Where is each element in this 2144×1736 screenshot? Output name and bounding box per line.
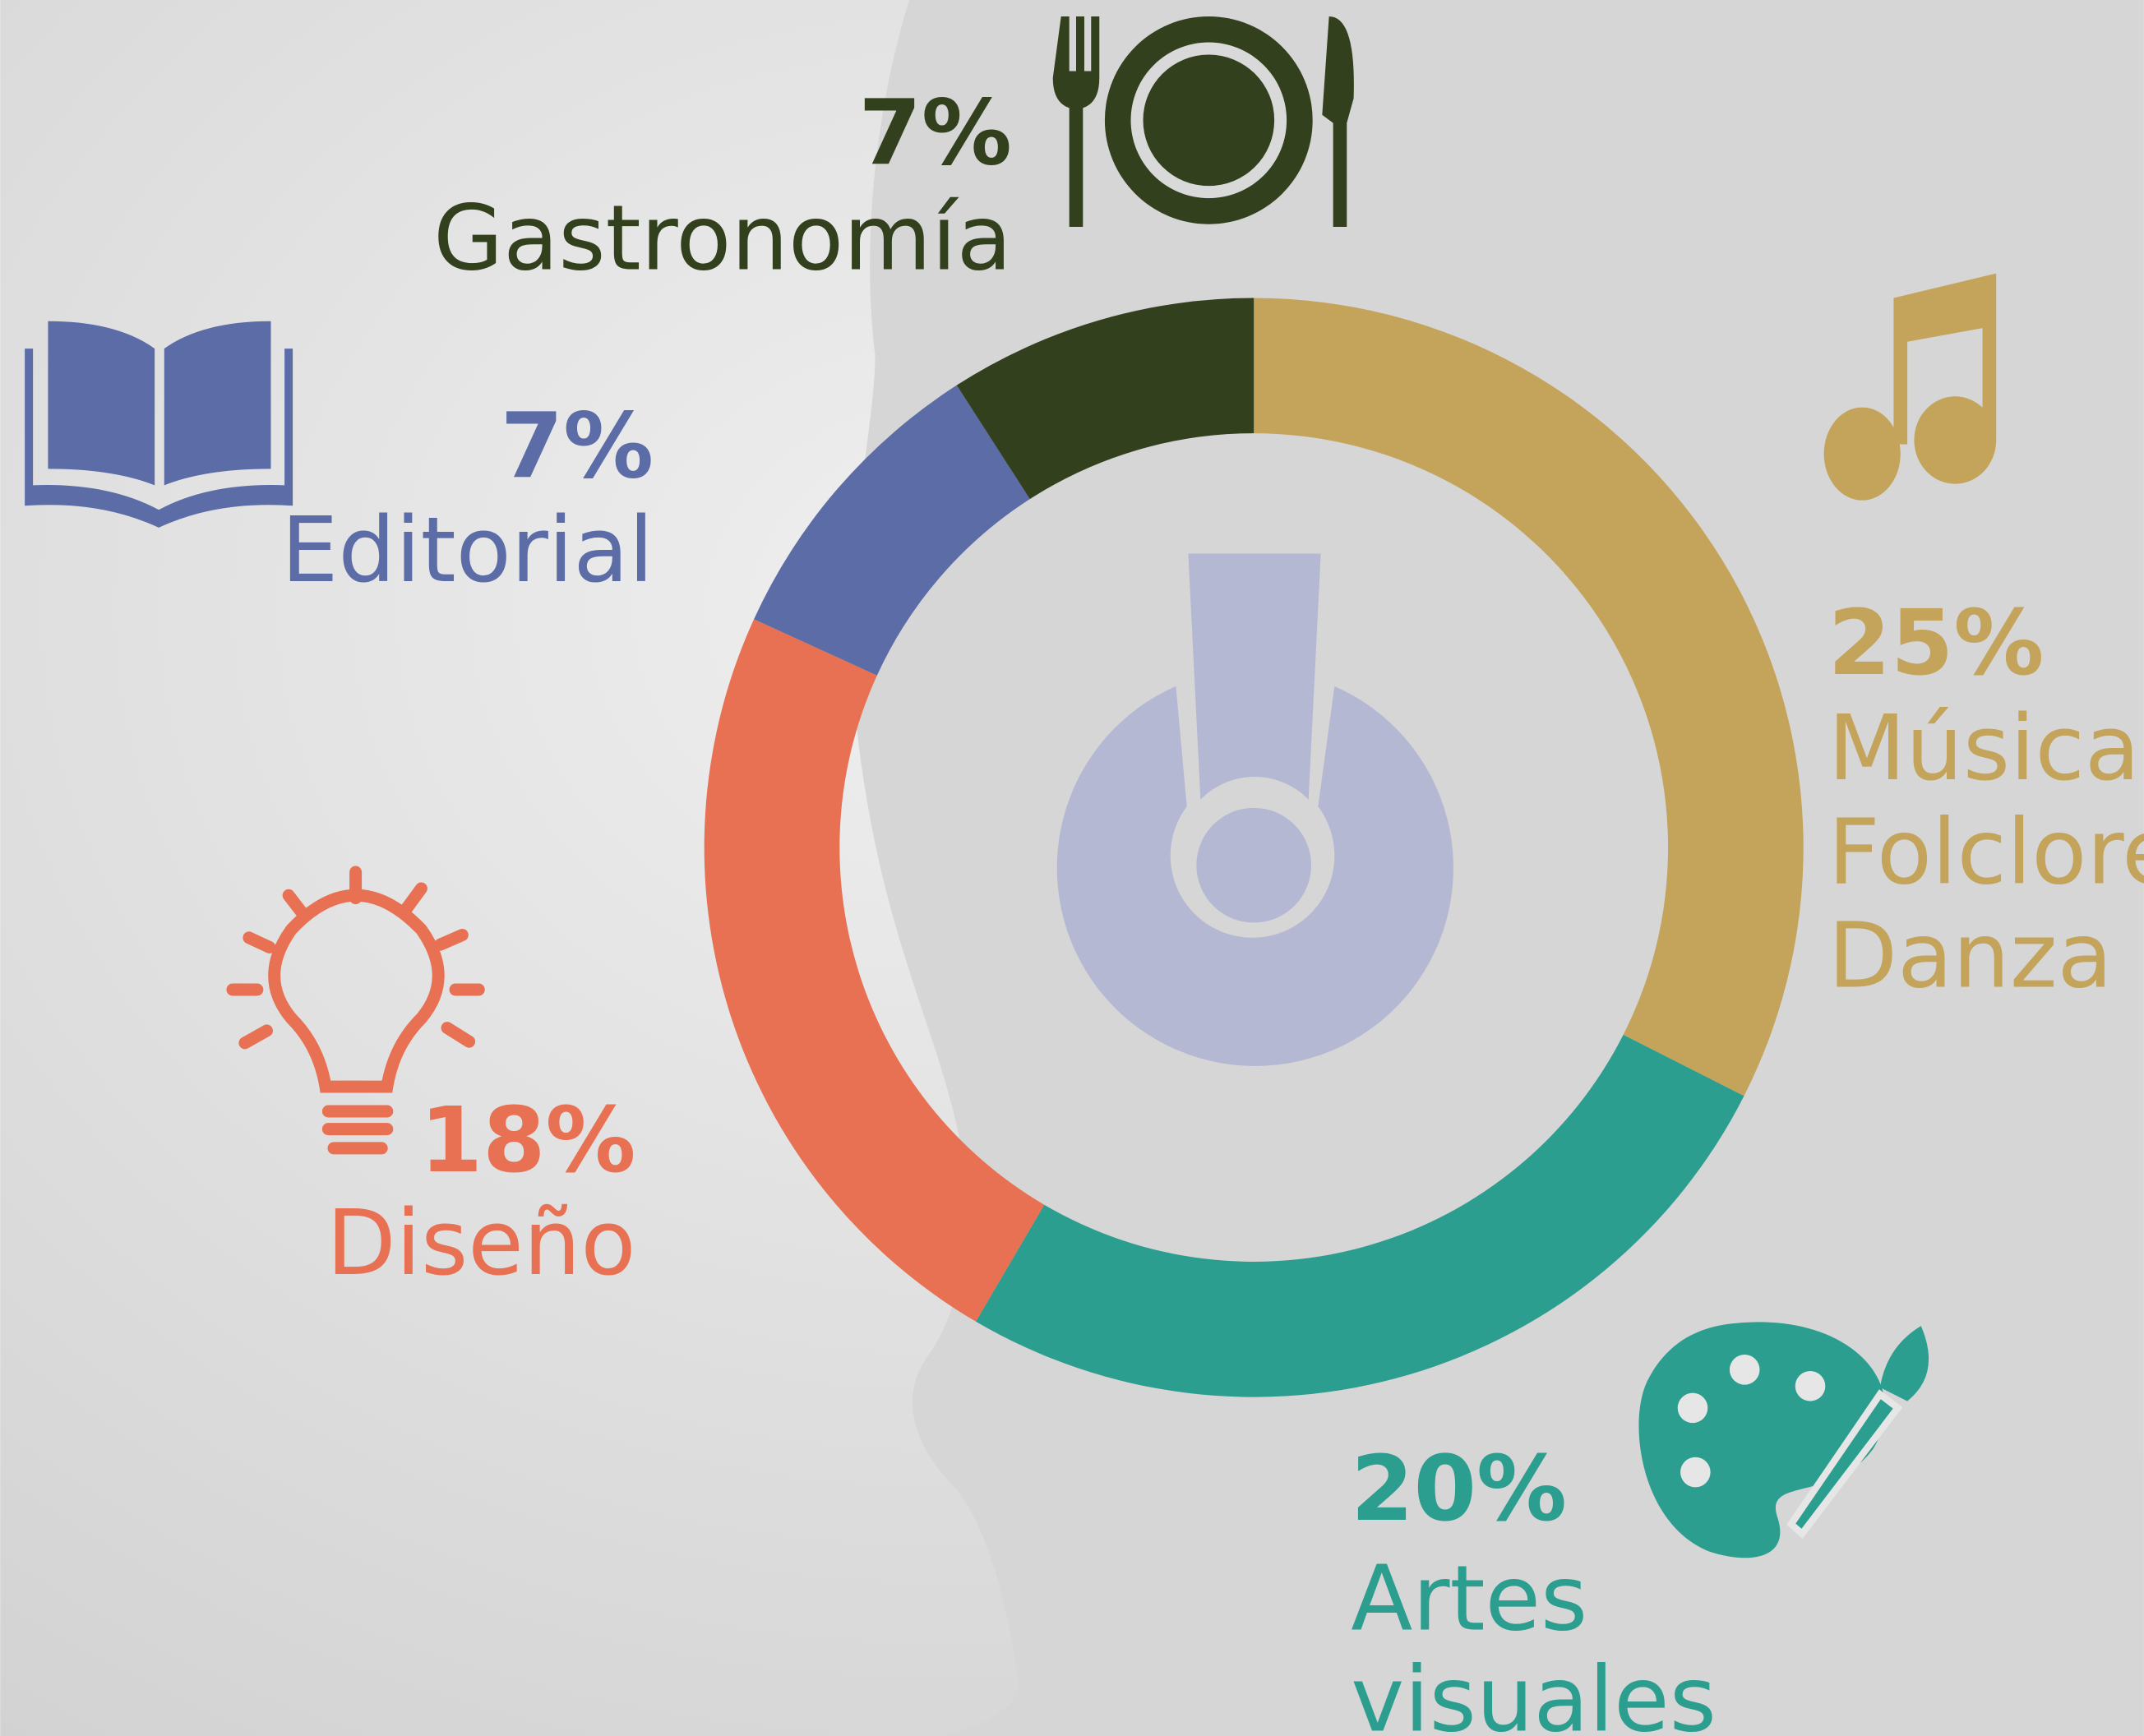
palette-icon xyxy=(1638,1322,1929,1558)
percent-label: 18% xyxy=(420,1087,636,1193)
donut-segment xyxy=(704,619,1045,1322)
bulb-icon xyxy=(226,866,485,1155)
category-label: Folclore xyxy=(1828,799,2144,904)
percent-label: 25% xyxy=(1828,590,2045,695)
gastronomy-icon xyxy=(1052,16,1354,228)
donut-segment xyxy=(975,1034,1744,1397)
category-label: Artes xyxy=(1351,1545,1587,1651)
donut-segment xyxy=(754,385,1030,676)
percent-label: 7% xyxy=(858,81,1011,186)
category-label: Música xyxy=(1828,695,2141,801)
donut-segment xyxy=(956,298,1255,500)
music-icon xyxy=(1823,273,1997,501)
category-label: Danza xyxy=(1828,903,2113,1009)
category-label: Gastronomía xyxy=(433,186,1012,291)
percent-label: 20% xyxy=(1351,1436,1567,1541)
center-icon xyxy=(1056,553,1453,1066)
donut-segment xyxy=(1254,298,1804,1097)
percent-label: 7% xyxy=(501,393,654,498)
category-label: Diseño xyxy=(326,1190,635,1295)
book-icon xyxy=(25,321,293,528)
category-label: visuales xyxy=(1351,1646,1717,1736)
category-label: Editorial xyxy=(281,497,654,603)
donut xyxy=(704,298,1804,1397)
